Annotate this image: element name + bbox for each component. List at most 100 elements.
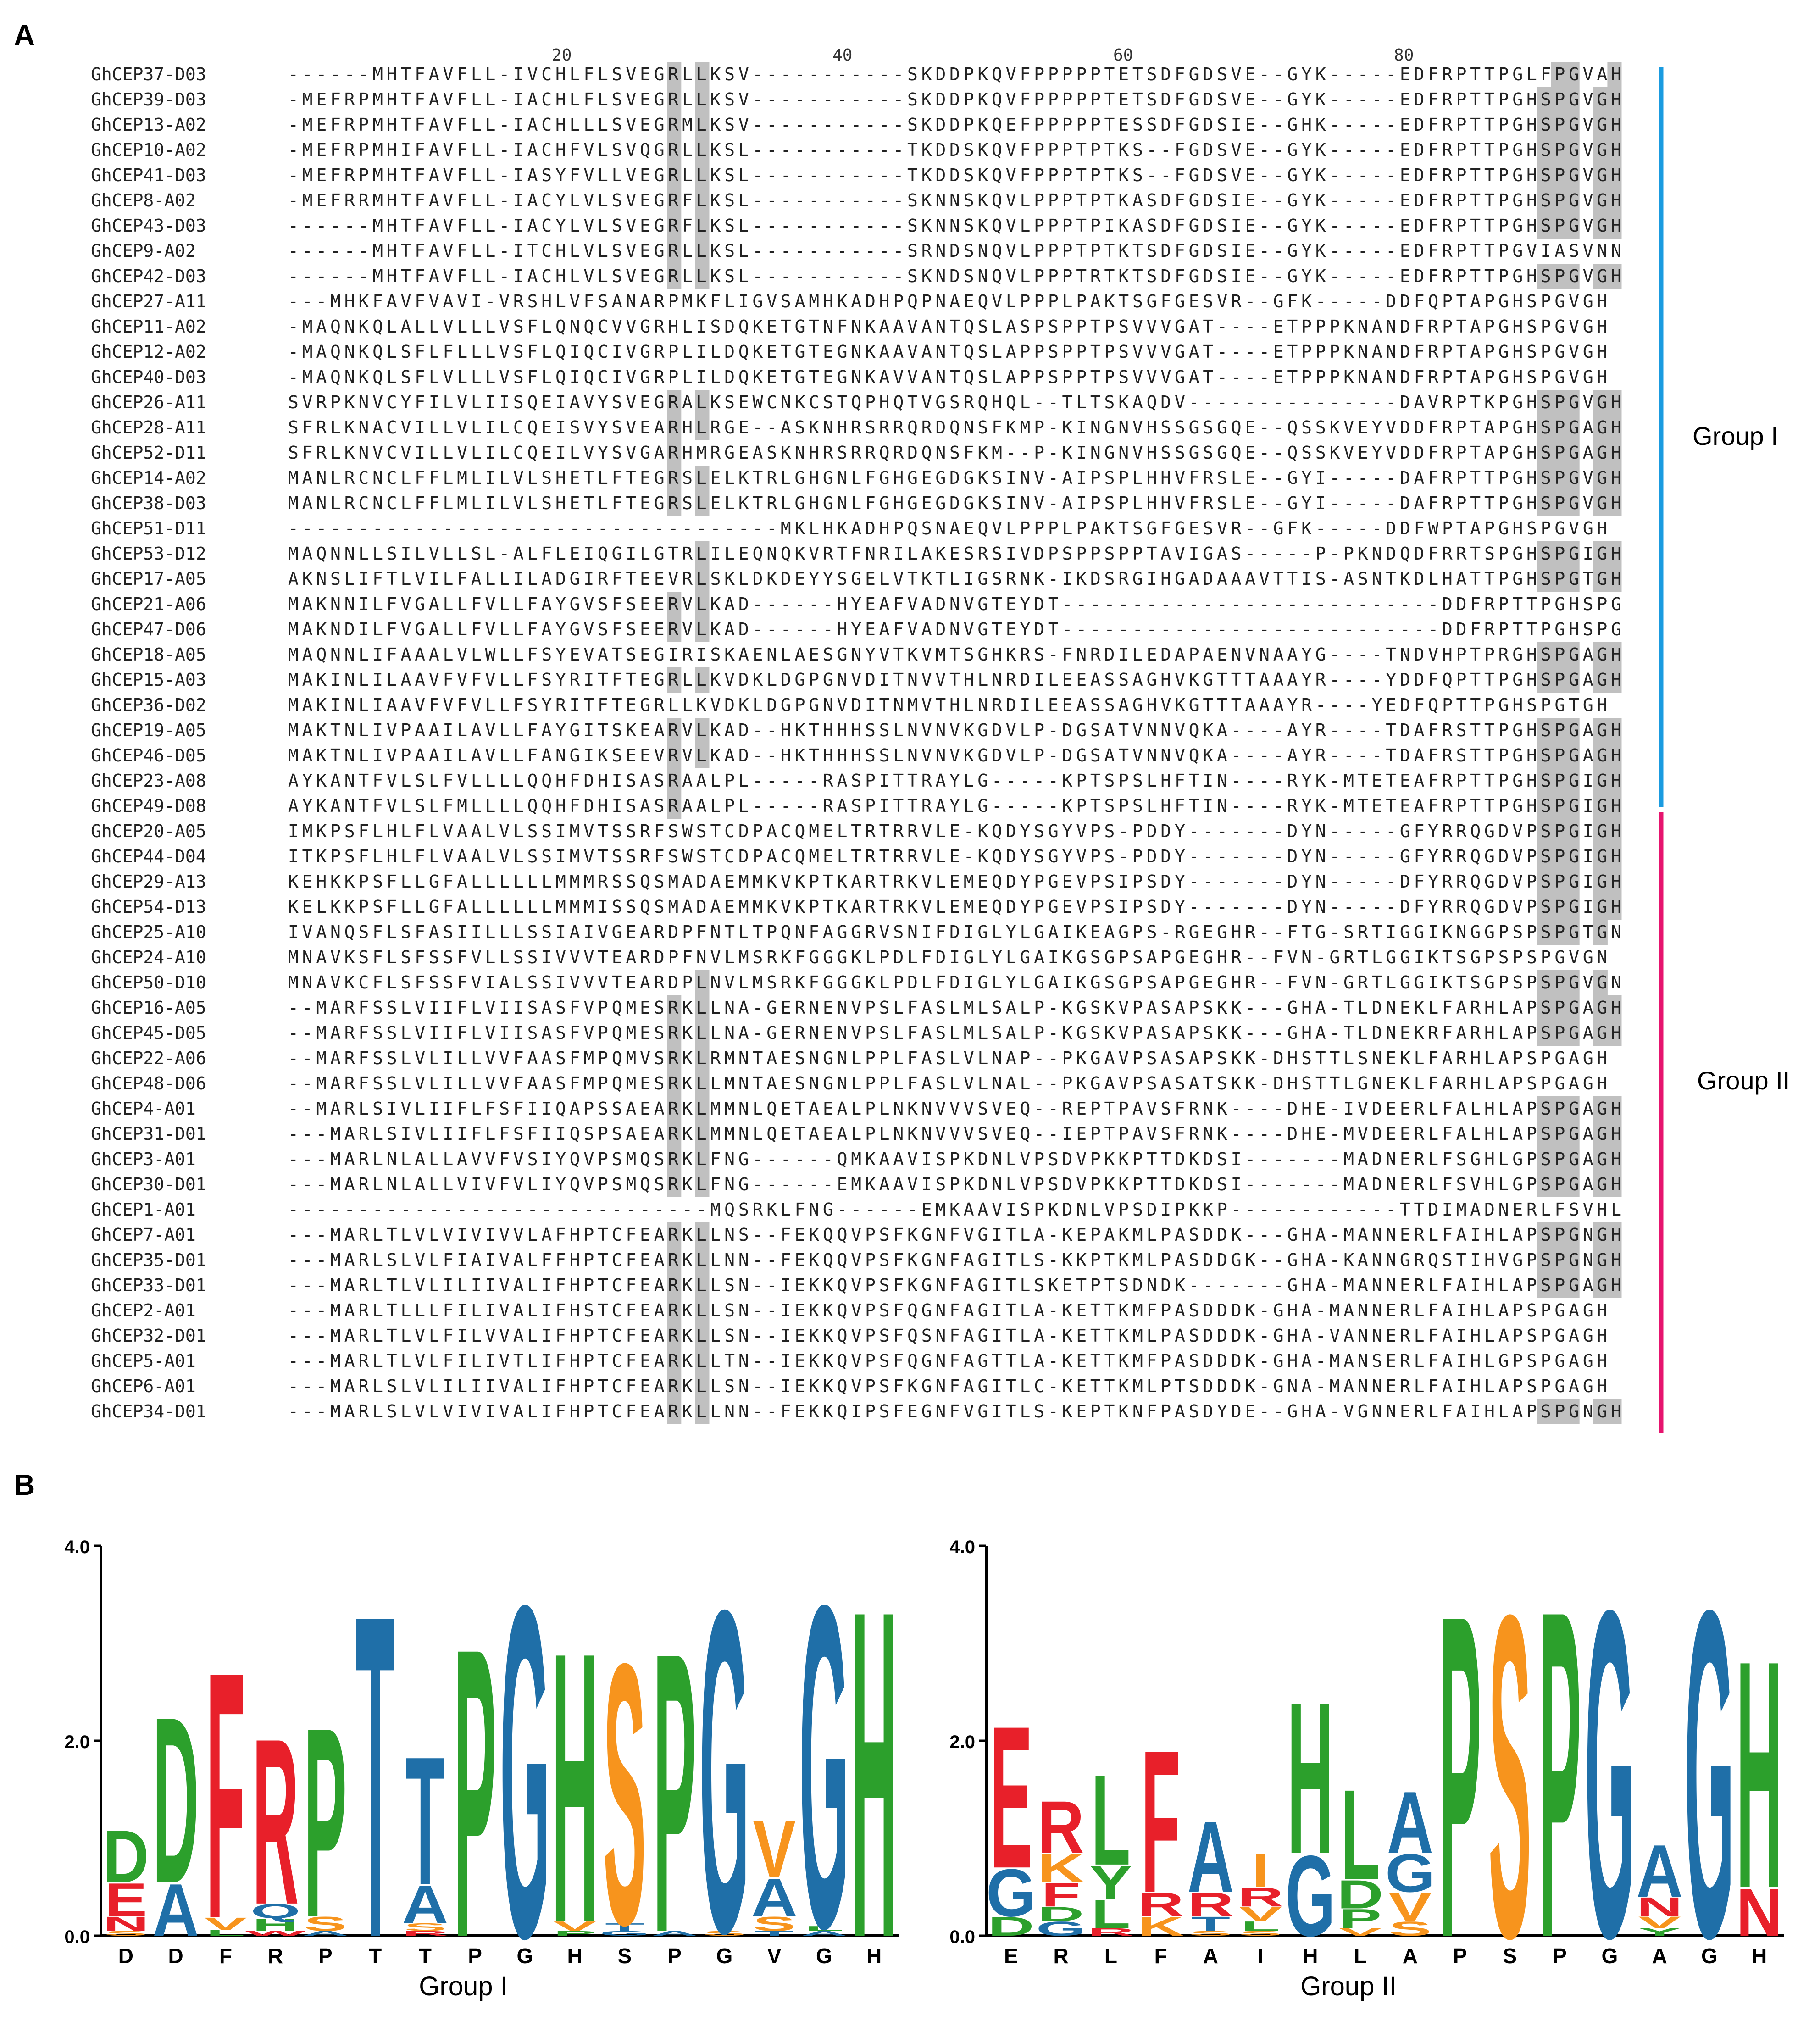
- conservation-shade: [695, 995, 710, 1021]
- conservation-shade: [1537, 1096, 1552, 1121]
- sequence-residues: ------MHTFAVFLL-IVCHLFLSVEGRLLKSV-------…: [288, 64, 1621, 84]
- logo-letter: S: [703, 1930, 746, 1937]
- conservation-shade: [1593, 768, 1608, 794]
- conservation-shade: [1537, 920, 1552, 945]
- sequence-residues: AKNSLIFTLVILFALLILADGIRFTEEVRLSKLDKDEYYS…: [288, 569, 1621, 589]
- sequence-name: GhCEP18-A05: [91, 644, 206, 665]
- logo-letter: G: [699, 1527, 749, 2028]
- conservation-shade: [1593, 743, 1608, 768]
- conservation-shade: [1551, 642, 1566, 667]
- conservation-shade: [695, 1121, 710, 1147]
- conservation-shade: [1593, 1147, 1608, 1172]
- sequence-name: GhCEP23-A08: [91, 771, 206, 791]
- x-tick-label: I: [1258, 1944, 1264, 1968]
- x-tick-label: G: [716, 1944, 732, 1968]
- logo-letter: D: [153, 1668, 199, 1932]
- conservation-shade: [1537, 1021, 1552, 1046]
- conservation-shade: [1551, 390, 1566, 415]
- conservation-shade: [1607, 390, 1622, 415]
- logo-letter: P: [1339, 1904, 1382, 1934]
- conservation-shade: [695, 1248, 710, 1273]
- conservation-shade: [1565, 213, 1580, 239]
- conservation-shade: [1565, 1399, 1580, 1424]
- conservation-shade: [695, 415, 710, 440]
- logo-letter: E: [990, 1684, 1032, 1911]
- conservation-shade: [1607, 138, 1622, 163]
- logo-letter: S: [1189, 1930, 1232, 1937]
- conservation-shade: [667, 62, 682, 87]
- logo-letter: N: [103, 1912, 149, 1935]
- conservation-shade: [1565, 566, 1580, 592]
- conservation-shade: [667, 1021, 682, 1046]
- logo-letter: L: [1091, 1748, 1130, 1892]
- logo-letter: G: [799, 1527, 849, 2024]
- sequence-residues: ITKPSFLHLFLVAALVLSSIMVTSSRFSWSTCDPACQMEL…: [288, 846, 1621, 866]
- conservation-shade: [1565, 62, 1580, 87]
- logo-letter: G: [599, 1930, 649, 1937]
- logo-letter: A: [1637, 1830, 1683, 1913]
- conservation-shade: [1565, 541, 1580, 566]
- logo-letter: S: [1389, 1917, 1432, 1940]
- sequence-residues: -MAQNKQLSFLVLLLVSFLQIQCIVGRPLILDQKETGTEG…: [288, 367, 1607, 387]
- sequence-name: GhCEP17-A05: [91, 569, 206, 589]
- sequence-name: GhCEP44-D04: [91, 846, 206, 866]
- x-tick-label: R: [1054, 1944, 1069, 1968]
- x-tick-label: S: [618, 1944, 632, 1968]
- conservation-shade: [1593, 1096, 1608, 1121]
- sequence-residues: AYKANTFVLSLFVLLLLQQHFDHISASRAALPL-----RA…: [288, 771, 1621, 791]
- conservation-shade: [1537, 87, 1552, 112]
- conservation-shade: [695, 112, 710, 138]
- conservation-shade: [695, 264, 710, 289]
- x-tick-label: G: [1601, 1944, 1618, 1968]
- conservation-shade: [1537, 995, 1552, 1021]
- conservation-shade: [695, 1172, 710, 1197]
- conservation-shade: [1537, 440, 1552, 466]
- conservation-shade: [667, 794, 682, 819]
- sequence-name: GhCEP28-A11: [91, 417, 206, 438]
- conservation-shade: [1593, 163, 1608, 188]
- conservation-shade: [695, 1374, 710, 1399]
- logo-letter: G: [1585, 1527, 1635, 2032]
- x-tick-label: P: [667, 1944, 682, 1968]
- sequence-residues: MANLRCNCLFFLMLILVLSHETLFTEGRSLELKTRLGHGN…: [288, 468, 1621, 488]
- sequence-residues: ------------------------------MQSRKLFNG-…: [288, 1199, 1621, 1220]
- conservation-shade: [695, 1399, 710, 1424]
- conservation-shade: [1565, 1273, 1580, 1298]
- conservation-shade: [1593, 87, 1608, 112]
- conservation-shade: [1607, 995, 1622, 1021]
- logo-letter: G: [986, 1855, 1036, 1931]
- conservation-shade: [1551, 1273, 1566, 1298]
- conservation-shade: [695, 1323, 710, 1349]
- x-tick-label: H: [866, 1944, 882, 1968]
- sequence-name: GhCEP4-A01: [91, 1099, 196, 1119]
- conservation-shade: [1593, 869, 1608, 894]
- logo-letter: T: [355, 1527, 394, 2032]
- x-tick-label: S: [1503, 1944, 1517, 1968]
- conservation-shade: [1565, 819, 1580, 844]
- sequence-residues: ---MARLTLVLVIVIVVLAFHPTCFEARKLLNS--FEKQQ…: [288, 1225, 1621, 1245]
- conservation-shade: [667, 1273, 682, 1298]
- conservation-shade: [1551, 1222, 1566, 1248]
- conservation-shade: [1565, 844, 1580, 869]
- logo-letter: L: [1241, 1919, 1280, 1934]
- sequence-residues: MNAVKSFLSFSSFVLLSSIVVVTEARDPFNVLMSRKFGGG…: [288, 947, 1607, 967]
- conservation-shade: [1565, 112, 1580, 138]
- sequence-residues: -MAQNKQLSFLFLLLVSFLQIQCIVGRPLILDQKETGTEG…: [288, 342, 1607, 362]
- sequence-residues: --MARFSSLVLILLVVFAASFMPQMVSRKLRMNTAESNGN…: [288, 1048, 1607, 1068]
- conservation-shade: [667, 1248, 682, 1273]
- logo-letter: G: [1385, 1843, 1435, 1904]
- logo-letter: I: [1252, 1844, 1270, 1897]
- conservation-shade: [1537, 390, 1552, 415]
- conservation-shade: [1537, 819, 1552, 844]
- logo-letter: V: [1638, 1913, 1681, 1932]
- conservation-shade: [667, 390, 682, 415]
- x-tick-label: T: [419, 1944, 432, 1968]
- sequence-residues: ------MHTFAVFLL-IACHLVLSVEGRLLKSL-------…: [288, 266, 1621, 286]
- sequence-residues: ---MARLNLALLVIVFVLIYQVPSMQSRKLFNG------E…: [288, 1174, 1621, 1194]
- conservation-shade: [667, 1172, 682, 1197]
- logo-letter: S: [603, 1587, 646, 2002]
- conservation-shade: [1607, 1172, 1622, 1197]
- sequence-residues: MANLRCNCLFFLMLILVLSHETLFTEGRSLELKTRLGHGN…: [288, 493, 1621, 513]
- sequence-name: GhCEP6-A01: [91, 1376, 196, 1396]
